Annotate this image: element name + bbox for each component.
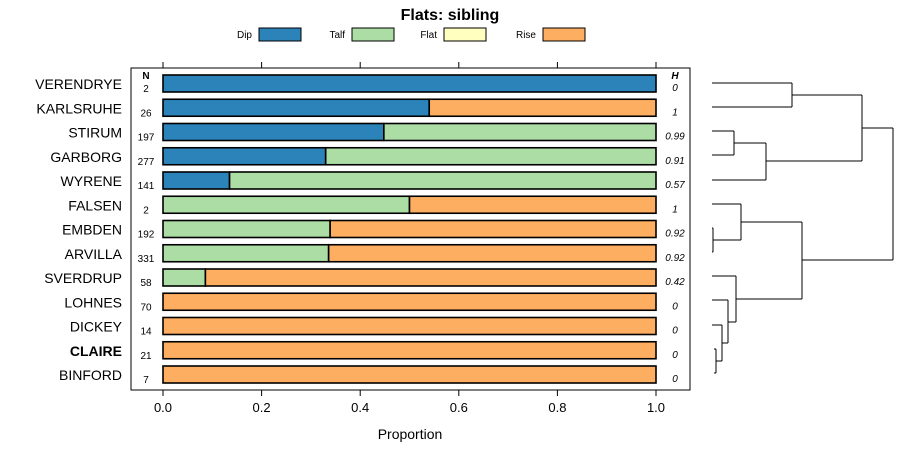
n-label: 2 bbox=[143, 84, 149, 95]
row-label: LOHNES bbox=[64, 294, 122, 310]
row-labels: VERENDRYE KARLSRUHE STIRUM GARBORG WYRENE FAL… bbox=[35, 76, 123, 383]
legend-label-rise: Rise bbox=[516, 30, 536, 41]
bar-segment-rise bbox=[329, 219, 657, 239]
plot-frame bbox=[130, 67, 691, 391]
row-label: WYRENE bbox=[61, 173, 122, 189]
bar-segment-rise bbox=[162, 365, 657, 384]
n-label: 2 bbox=[143, 205, 149, 216]
dendrogram-branch bbox=[712, 275, 737, 323]
bar-segment-talf bbox=[162, 243, 330, 263]
row-label: STIRUM bbox=[68, 125, 122, 141]
row-label: SVERDRUP bbox=[44, 270, 122, 286]
legend: Dip Talf Flat Rise bbox=[237, 27, 586, 42]
n-header: N bbox=[142, 71, 149, 82]
row-label: KARLSRUHE bbox=[36, 100, 122, 116]
h-label: 0.92 bbox=[665, 253, 685, 264]
bar-segment-talf bbox=[324, 146, 657, 166]
bar-segment-dip bbox=[162, 122, 385, 142]
bars bbox=[162, 74, 657, 384]
dendrogram-branch bbox=[736, 221, 803, 300]
dendrogram-branch bbox=[712, 203, 742, 241]
h-header: H bbox=[671, 71, 679, 82]
n-label: 14 bbox=[140, 327, 152, 338]
axes: 0.0 0.2 0.4 0.6 0.8 1.0 bbox=[154, 62, 665, 415]
bar-segment-rise bbox=[327, 243, 657, 263]
h-label: 0 bbox=[672, 326, 678, 337]
x-axis-label: Proportion bbox=[378, 426, 443, 442]
n-label: 192 bbox=[138, 230, 155, 241]
bar-segment-dip bbox=[162, 74, 657, 93]
bar-segment-dip bbox=[162, 146, 327, 166]
n-label: 26 bbox=[140, 108, 152, 119]
legend-label-flat: Flat bbox=[420, 30, 437, 41]
n-label: 141 bbox=[138, 181, 155, 192]
x-tick-label: 0.4 bbox=[351, 400, 369, 415]
dendrogram-branch bbox=[712, 227, 714, 253]
h-label: 0 bbox=[672, 83, 678, 94]
legend-label-talf: Talf bbox=[329, 30, 345, 41]
h-label: 0 bbox=[672, 374, 678, 385]
x-tick-label: 0.0 bbox=[154, 400, 172, 415]
bar-segment-rise bbox=[162, 316, 657, 336]
dendrogram-branch bbox=[712, 324, 723, 362]
dendrogram-branch bbox=[712, 82, 793, 108]
legend-swatch-flat bbox=[443, 27, 487, 42]
x-tick-label: 0.8 bbox=[548, 400, 566, 415]
n-label: 21 bbox=[140, 351, 152, 362]
bar-segment-rise bbox=[162, 340, 657, 360]
row-label: DICKEY bbox=[70, 319, 123, 335]
bar-segment-dip bbox=[162, 98, 431, 118]
h-label: 0.99 bbox=[665, 132, 685, 143]
row-label: ARVILLA bbox=[65, 246, 123, 262]
dendrogram-branch bbox=[714, 348, 717, 374]
dendrogram-branch bbox=[802, 127, 894, 261]
bar-segment-dip bbox=[162, 171, 231, 190]
legend-label-dip: Dip bbox=[237, 30, 252, 41]
h-label: 0.91 bbox=[665, 156, 684, 167]
x-tick-label: 1.0 bbox=[647, 400, 665, 415]
x-tick-label: 0.6 bbox=[450, 400, 468, 415]
chart-title: Flats: sibling bbox=[401, 7, 500, 24]
n-label: 331 bbox=[138, 254, 155, 265]
legend-swatch-talf bbox=[351, 27, 395, 42]
h-label: 0 bbox=[672, 350, 678, 361]
row-label: CLAIRE bbox=[70, 343, 122, 359]
row-label: VERENDRYE bbox=[35, 76, 122, 92]
row-label: BINFORD bbox=[59, 367, 122, 383]
x-tick-label: 0.2 bbox=[253, 400, 271, 415]
legend-swatch-rise bbox=[542, 27, 586, 42]
dendrogram-branch bbox=[712, 130, 735, 156]
bar-segment-talf bbox=[383, 122, 657, 142]
bar-segment-talf bbox=[162, 268, 207, 287]
dendrogram bbox=[712, 82, 894, 374]
n-label: 277 bbox=[138, 157, 155, 168]
n-label: 7 bbox=[143, 375, 149, 386]
row-label: EMBDEN bbox=[62, 222, 122, 238]
dendrogram-branch bbox=[712, 299, 729, 344]
bar-segment-rise bbox=[204, 268, 657, 287]
row-label: FALSEN bbox=[68, 197, 122, 213]
h-label: 1 bbox=[672, 204, 678, 215]
bar-segment-rise bbox=[408, 195, 657, 215]
n-labels: 2 26 197 277 141 2 192 331 58 70 14 21 7 bbox=[138, 84, 155, 386]
dendrogram-branch bbox=[766, 94, 863, 162]
h-label: 0.42 bbox=[665, 277, 685, 288]
h-labels: 0 1 0.99 0.91 0.57 1 0.92 0.92 0.42 0 0 0 0 bbox=[665, 83, 685, 385]
h-label: 0 bbox=[672, 301, 678, 312]
n-label: 70 bbox=[140, 302, 152, 313]
dendrogram-branch bbox=[712, 142, 767, 181]
h-label: 1 bbox=[672, 107, 678, 118]
bar-segment-talf bbox=[162, 219, 331, 239]
bar-segment-talf bbox=[228, 171, 657, 190]
row-label: GARBORG bbox=[50, 149, 122, 165]
bar-segment-talf bbox=[162, 195, 411, 215]
bar-segment-rise bbox=[162, 292, 657, 312]
bar-segment-rise bbox=[428, 98, 657, 118]
h-label: 0.92 bbox=[665, 229, 685, 240]
legend-swatch-dip bbox=[258, 27, 302, 42]
h-label: 0.57 bbox=[665, 180, 685, 191]
n-label: 58 bbox=[140, 278, 152, 289]
n-label: 197 bbox=[138, 133, 155, 144]
